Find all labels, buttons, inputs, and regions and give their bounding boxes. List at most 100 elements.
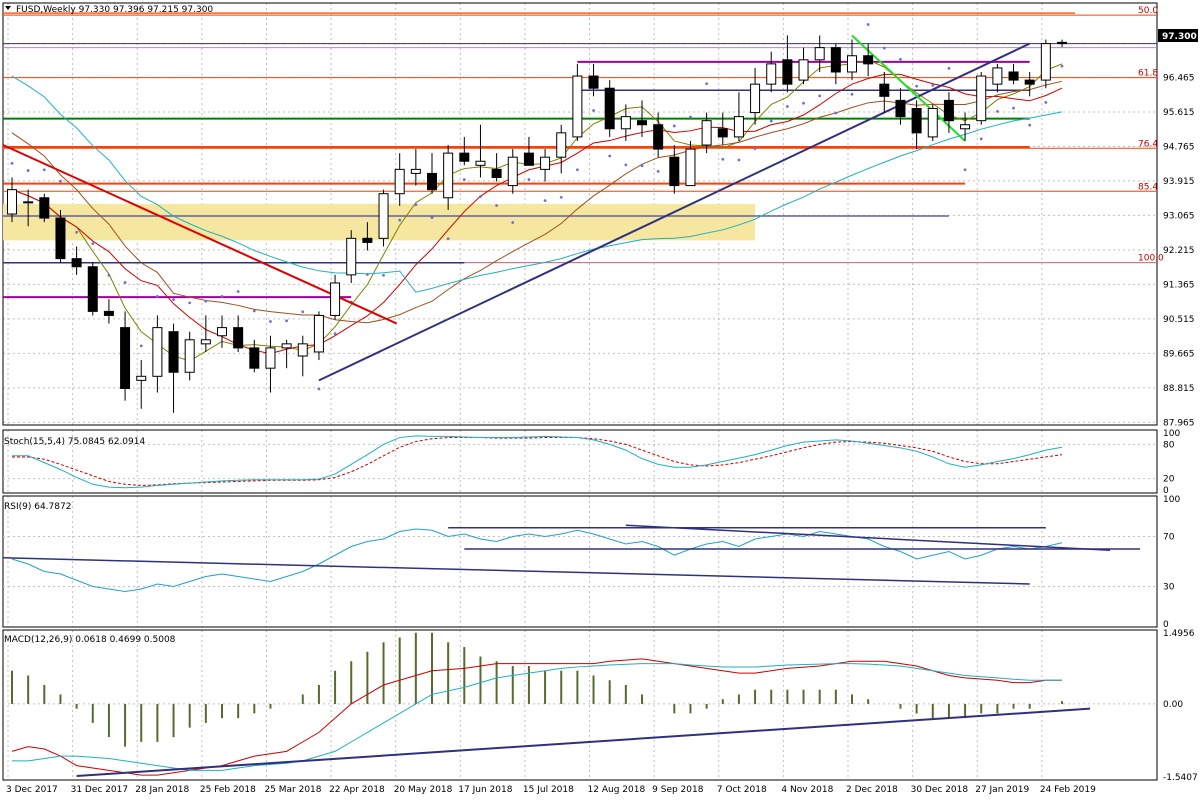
ma-red-line xyxy=(11,73,1063,355)
rsi-tick-label: 30 xyxy=(1163,583,1175,593)
candle-body xyxy=(71,258,82,268)
sar-dot xyxy=(543,199,547,203)
candle-body xyxy=(475,160,486,166)
sar-dot xyxy=(527,178,531,181)
candle-body xyxy=(1040,43,1051,81)
panel-frames xyxy=(2,2,1158,781)
macd-trendline xyxy=(76,707,1091,778)
candle-body xyxy=(669,156,680,187)
parabolic-sar-dots xyxy=(10,23,1064,391)
sar-dot xyxy=(1044,101,1048,104)
sar-dot xyxy=(188,301,192,305)
candle-body xyxy=(23,201,34,204)
candle-body xyxy=(7,189,17,215)
candle-body xyxy=(701,120,712,146)
sar-dot xyxy=(592,109,595,112)
price-axis: 96.465 95.615 94.765 93.915 93.065 92.215 91.3… xyxy=(1163,73,1198,783)
sar-dot xyxy=(446,237,450,241)
panel-frame xyxy=(2,429,1158,494)
sar-dot xyxy=(204,299,208,303)
sar-dot xyxy=(398,218,402,222)
rsi-falling-trendline xyxy=(2,557,1030,585)
candle-body xyxy=(427,172,437,191)
candle-body xyxy=(685,148,696,187)
sar-dot xyxy=(624,163,628,167)
time-tick-label: 3 Dec 2017 xyxy=(6,785,58,795)
sar-dot xyxy=(301,310,305,314)
candle-body xyxy=(750,83,761,114)
candle-body xyxy=(394,168,405,195)
time-tick-label: 30 Dec 2018 xyxy=(911,785,969,795)
candle-body xyxy=(976,75,987,122)
time-tick-label: 9 Sep 2018 xyxy=(652,785,704,795)
rising-trendline xyxy=(318,42,1031,382)
candle-body xyxy=(895,99,906,118)
sar-dot xyxy=(220,294,224,298)
candle-body xyxy=(297,343,308,357)
candle-body xyxy=(346,237,357,276)
sar-dot xyxy=(995,109,999,113)
candle-body xyxy=(249,347,260,369)
sar-dot xyxy=(931,83,935,87)
sar-dot xyxy=(155,294,159,298)
sar-dot xyxy=(979,137,983,141)
candle-body xyxy=(120,327,131,389)
current-price-tag xyxy=(1158,29,1198,42)
candle-body xyxy=(960,124,971,130)
rsi-line xyxy=(11,528,1063,593)
ma-cyan-line xyxy=(11,75,1063,293)
sar-dot xyxy=(382,273,385,277)
candle-body xyxy=(459,152,470,162)
collapse-arrow-icon[interactable] xyxy=(5,6,11,10)
sar-dot xyxy=(333,332,337,336)
time-tick-label: 20 May 2018 xyxy=(394,785,453,795)
symbol-header: FUSD,Weekly 97.330 97.396 97.215 97.300 xyxy=(16,5,213,15)
sar-dot xyxy=(915,84,919,88)
sar-dot xyxy=(285,319,289,323)
fib-level-label: 100.0 xyxy=(1138,254,1164,264)
sar-dot xyxy=(75,230,79,234)
sar-dot xyxy=(479,195,482,198)
candle-body xyxy=(362,237,373,243)
price-tick-label: 95.615 xyxy=(1163,108,1195,118)
candle-body xyxy=(847,55,857,73)
candle-body xyxy=(281,343,292,349)
price-tick-label: 93.065 xyxy=(1163,211,1195,221)
candle-body xyxy=(443,152,454,199)
macd-main-line xyxy=(12,663,1062,771)
macd-panel xyxy=(3,632,1157,778)
sar-dot xyxy=(107,273,111,277)
candle-body xyxy=(330,282,341,316)
macd-label: MACD(12,26,9) 0.0618 0.4699 0.5008 xyxy=(4,635,176,645)
candle-body xyxy=(766,63,777,85)
sar-dot xyxy=(689,115,692,119)
candle-body xyxy=(1024,79,1035,85)
candle-body xyxy=(717,128,728,138)
macd-signal-line xyxy=(11,658,1062,776)
time-tick-label: 27 Jan 2019 xyxy=(975,785,1029,795)
price-tick-label: 96.465 xyxy=(1163,73,1195,83)
rsi-tick-label: 0 xyxy=(1163,620,1169,630)
stoch-label: Stoch(15,5,4) 75.0845 62.0914 xyxy=(4,437,145,447)
sar-dot xyxy=(721,157,725,161)
candle-body xyxy=(265,347,276,369)
time-tick-label: 12 Aug 2018 xyxy=(588,785,646,795)
time-tick-label: 25 Feb 2018 xyxy=(200,785,256,795)
sar-dot xyxy=(834,111,838,115)
time-axis: 3 Dec 2017 31 Dec 2017 28 Jan 2018 25 Feb 2… xyxy=(6,785,1096,795)
current-price-label: 97.300 xyxy=(1162,32,1197,42)
candle-body xyxy=(798,59,809,81)
candle-body xyxy=(313,314,324,353)
price-tick-label: 87.965 xyxy=(1163,418,1195,428)
candle-body xyxy=(1008,71,1019,81)
sar-dot xyxy=(672,124,676,128)
candle-body xyxy=(507,156,518,187)
time-tick-label: 15 Jul 2018 xyxy=(523,785,574,795)
candle-body xyxy=(491,168,502,178)
candle-body xyxy=(637,120,647,126)
candle-body xyxy=(410,168,421,174)
candle-body xyxy=(992,67,1003,85)
sar-dot xyxy=(252,309,256,313)
sar-dot xyxy=(269,320,272,323)
